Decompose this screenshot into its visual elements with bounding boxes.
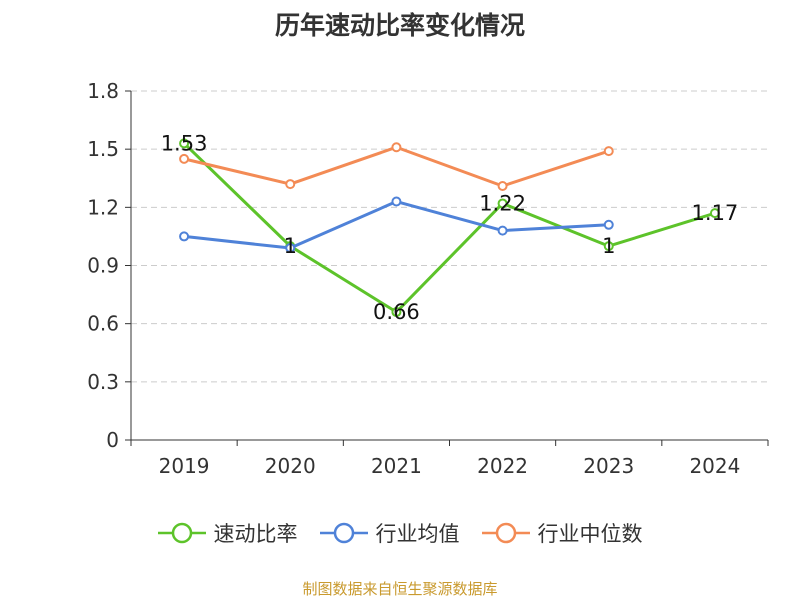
chart-title: 历年速动比率变化情况 (274, 11, 525, 40)
series-line-1 (183, 200, 609, 250)
legend-label: 行业均值 (375, 522, 460, 546)
data-label: 0.66 (373, 300, 420, 324)
data-point (285, 243, 296, 254)
series-lines (179, 138, 720, 318)
legend-line-circle-icon (319, 522, 368, 544)
y-tick-label: 1.8 (87, 79, 119, 103)
data-label: 1.53 (161, 131, 208, 155)
series-line-0 (183, 142, 716, 314)
data-point (497, 198, 508, 209)
x-tick-label: 2020 (265, 454, 316, 478)
legend: 速动比率 行业均值 行业中位数 (0, 518, 800, 548)
legend-line-circle-icon (157, 522, 206, 544)
y-tick-label: 0 (106, 428, 119, 452)
data-point (391, 196, 402, 207)
data-label: 1 (284, 234, 297, 258)
data-point (497, 225, 508, 236)
source-note: 制图数据来自恒生聚源数据库 (302, 580, 498, 598)
data-label: 1.17 (692, 201, 739, 225)
y-tick-label: 0.9 (87, 254, 119, 278)
y-tick-label: 0.3 (87, 370, 119, 394)
data-point (391, 142, 402, 153)
y-tick-label: 1.5 (87, 137, 119, 161)
data-label: 1.22 (479, 191, 526, 215)
data-point (603, 146, 614, 157)
data-label: 1 (602, 234, 615, 258)
legend-label: 行业中位数 (537, 522, 643, 546)
axes: 0 0.3 0.6 0.9 1.2 1.5 1.8 2019 2020 2021 2022 2023 2… (87, 79, 769, 478)
data-point (603, 241, 614, 252)
data-point (179, 138, 190, 149)
x-tick-label: 2021 (371, 454, 422, 478)
data-point (497, 181, 508, 192)
x-tick-label: 2024 (689, 454, 740, 478)
legend-line-circle-icon (481, 522, 530, 544)
x-tick-label: 2023 (583, 454, 634, 478)
x-tick-label: 2019 (159, 454, 210, 478)
data-point (709, 208, 720, 219)
grid-lines (131, 90, 768, 383)
data-labels: 1.53 1 0.66 1.22 1 1.17 (161, 131, 739, 324)
data-point (179, 231, 190, 242)
data-point (603, 219, 614, 230)
data-point (391, 307, 402, 318)
y-tick-label: 0.6 (87, 312, 119, 336)
legend-label: 速动比率 (213, 522, 298, 546)
legend-item[interactable]: 速动比率 (157, 518, 298, 548)
data-point (285, 179, 296, 190)
series-line-2 (183, 145, 610, 188)
y-tick-label: 1.2 (87, 195, 119, 219)
data-point (179, 153, 190, 164)
legend-item[interactable]: 行业中位数 (481, 518, 643, 548)
x-tick-label: 2022 (477, 454, 528, 478)
legend-item[interactable]: 行业均值 (319, 518, 460, 548)
